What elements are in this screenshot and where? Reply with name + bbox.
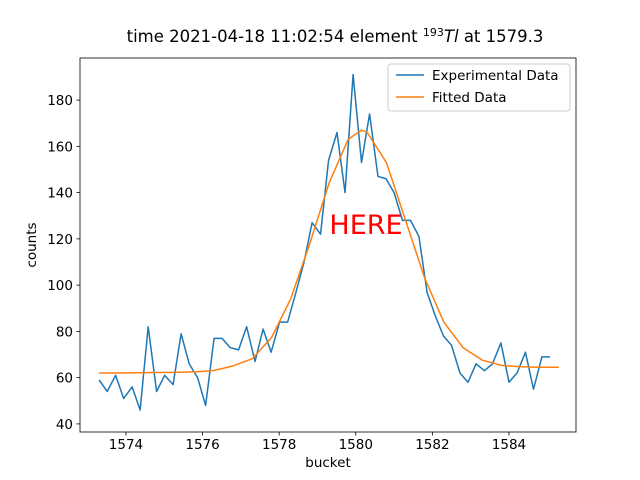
x-tick-label: 1584	[492, 437, 526, 453]
annotation: HERE	[329, 210, 402, 241]
x-tick-label: 1578	[262, 437, 296, 453]
legend-label: Fitted Data	[432, 90, 507, 106]
x-axis-label: bucket	[305, 455, 350, 471]
x-tick-label: 1576	[185, 437, 219, 453]
title-superscript: 193	[423, 26, 444, 39]
chart-title: time 2021-04-18 11:02:54 element 193Tl a…	[127, 26, 544, 46]
y-tick-label: 180	[47, 93, 73, 109]
x-tick-label: 1580	[339, 437, 373, 453]
y-tick-label: 40	[56, 417, 73, 433]
legend-box	[387, 63, 571, 112]
x-tick-label: 1582	[415, 437, 449, 453]
y-tick-label: 60	[56, 371, 73, 387]
data-line	[99, 129, 559, 374]
legend-label: Experimental Data	[432, 68, 559, 84]
title-text: time 2021-04-18 11:02:54 element	[127, 27, 423, 46]
plot-frame	[79, 57, 577, 433]
y-tick-label: 100	[47, 278, 73, 294]
y-tick-label: 80	[56, 324, 73, 340]
x-tick-label: 1574	[109, 437, 143, 453]
y-tick-label: 160	[47, 139, 73, 155]
title-text: at 1579.3	[459, 27, 544, 46]
y-axis-label: counts	[24, 222, 40, 267]
title-symbol: Tl	[444, 27, 459, 46]
y-tick-label: 140	[47, 186, 73, 202]
y-tick-label: 120	[47, 232, 73, 248]
